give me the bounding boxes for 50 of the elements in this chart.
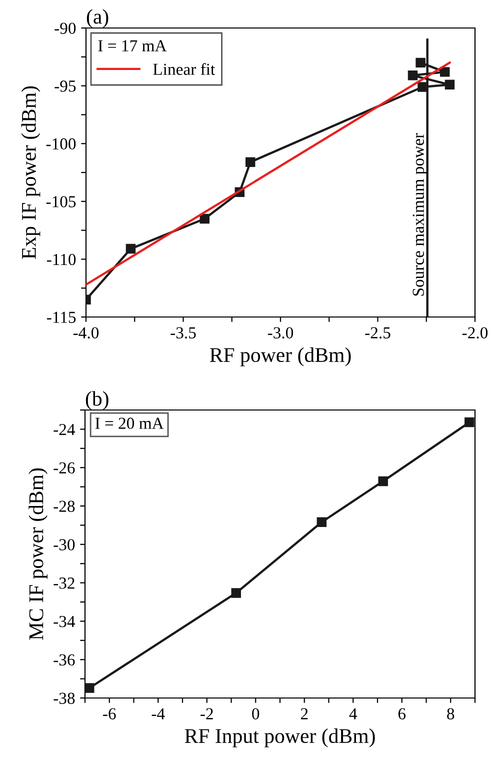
x-axis-title: RF power (dBm) bbox=[210, 347, 351, 366]
point bbox=[231, 588, 241, 598]
chart-title: (a) bbox=[86, 9, 108, 28]
point bbox=[126, 244, 136, 254]
point bbox=[316, 517, 327, 527]
y-tick-label: -110 bbox=[46, 254, 76, 266]
point bbox=[418, 82, 428, 92]
y-tick-label: -26 bbox=[54, 462, 75, 474]
x-tick-label: -3.5 bbox=[170, 327, 196, 339]
x-tick-label: -3.0 bbox=[268, 327, 294, 339]
point bbox=[444, 80, 455, 90]
x-tick-label: 4 bbox=[349, 708, 358, 720]
point bbox=[416, 58, 426, 68]
x-tick-label: 8 bbox=[447, 708, 454, 720]
x-axis-title: RF Input power (dBm) bbox=[184, 728, 375, 748]
point bbox=[245, 157, 256, 167]
point bbox=[408, 70, 418, 80]
x-tick-label: -2 bbox=[200, 708, 213, 720]
x-tick-label: 0 bbox=[252, 708, 260, 720]
y-axis-title: Exp IF power (dBm) bbox=[21, 86, 40, 259]
point bbox=[85, 683, 94, 693]
point bbox=[200, 214, 210, 224]
y-tick-label: -28 bbox=[54, 500, 75, 512]
y-tick-label: -24 bbox=[54, 424, 76, 435]
y-tick-label: -34 bbox=[54, 616, 76, 628]
point bbox=[440, 67, 450, 77]
ref-line-label: Source maximum power bbox=[412, 133, 428, 296]
y-tick-label: -95 bbox=[54, 80, 76, 92]
y-tick-label: -115 bbox=[46, 312, 76, 323]
y-axis-title: MC IF power (dBm) bbox=[28, 468, 48, 640]
point bbox=[464, 417, 474, 428]
chart-title: (b) bbox=[86, 391, 108, 410]
x-tick-label: -4 bbox=[152, 708, 165, 720]
y-tick-label: -36 bbox=[54, 654, 75, 666]
y-tick-label: -30 bbox=[54, 539, 75, 550]
x-tick-label: -6 bbox=[103, 708, 116, 720]
y-tick-label: -38 bbox=[54, 692, 75, 704]
y-tick-label: -105 bbox=[46, 196, 76, 208]
legend-label: Linear fit bbox=[153, 63, 216, 75]
annotation: I = 20 mA bbox=[95, 418, 164, 429]
x-tick-label: 2 bbox=[300, 708, 308, 720]
y-tick-label: -32 bbox=[54, 578, 74, 589]
x-tick-label: 6 bbox=[398, 708, 406, 720]
x-tick-label: -4.0 bbox=[73, 327, 99, 339]
point bbox=[378, 476, 388, 486]
y-tick-label: -90 bbox=[54, 22, 76, 34]
x-tick-label: -2.5 bbox=[365, 327, 390, 339]
x-tick-label: -2.0 bbox=[462, 327, 488, 339]
y-tick-label: -100 bbox=[46, 138, 76, 150]
legend-title: I = 17 mA bbox=[98, 40, 167, 52]
